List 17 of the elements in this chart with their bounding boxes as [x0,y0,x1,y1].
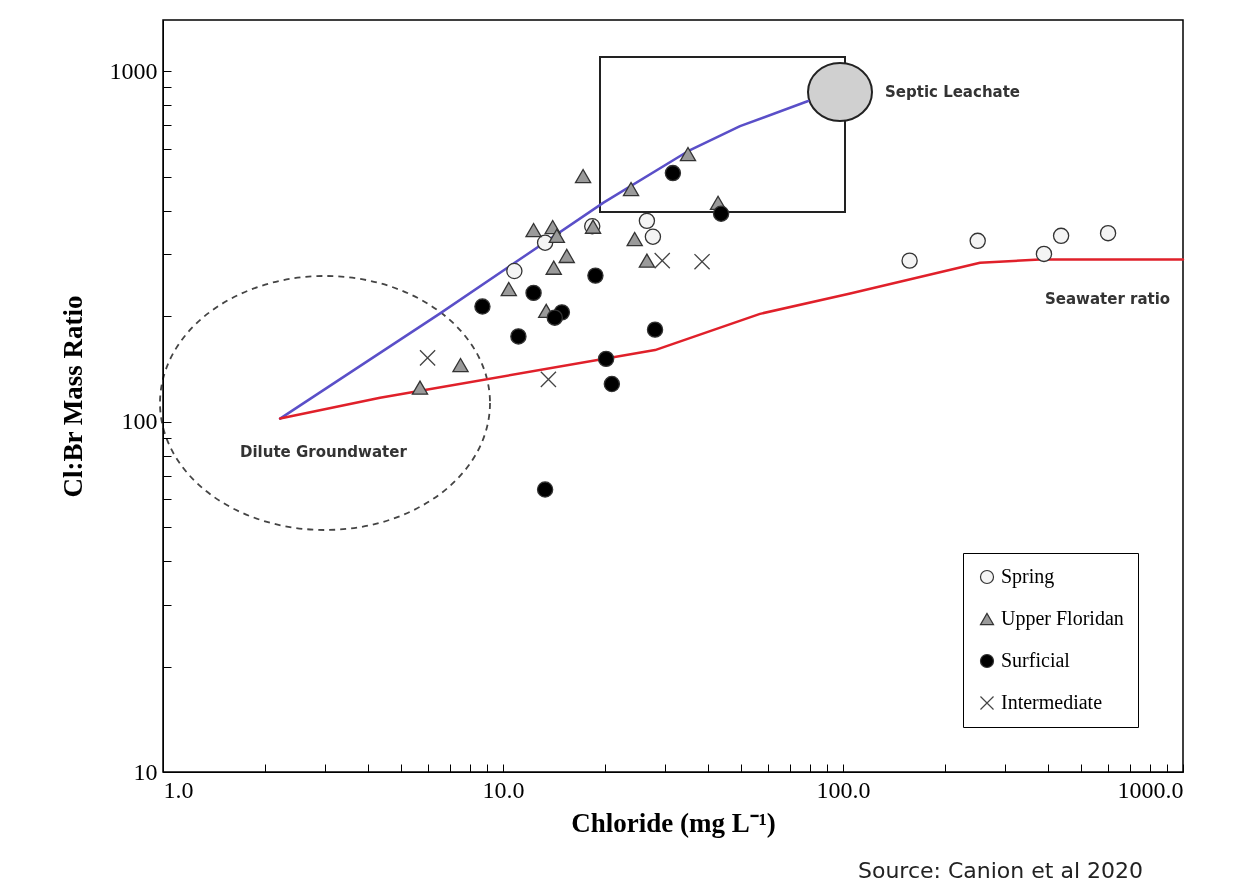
x-tick-label: 1000.0 [1117,776,1184,803]
x-tick-label: 10.0 [482,776,525,803]
y-tick-label: 100 [121,408,158,435]
annotation: Seawater ratio [1045,290,1171,308]
legend-label: Upper Floridan [1001,607,1124,630]
x-axis-title: Chloride (mg L⁻¹) [571,807,776,838]
y-tick-label: 1000 [109,57,158,84]
legend-label: Intermediate [1001,691,1103,713]
annotation: Dilute Groundwater [240,443,407,461]
source-note: Source: Canion et al 2020 [858,858,1143,883]
annotation: Septic Leachate [885,83,1021,101]
x-tick-label: 1.0 [163,776,194,803]
legend-label: Surficial [1001,649,1071,671]
x-tick-label: 100.0 [816,776,871,803]
y-axis-title: Cl:Br Mass Ratio [57,295,88,498]
legend-label: Spring [1001,565,1055,588]
y-tick-label: 10 [133,758,158,785]
